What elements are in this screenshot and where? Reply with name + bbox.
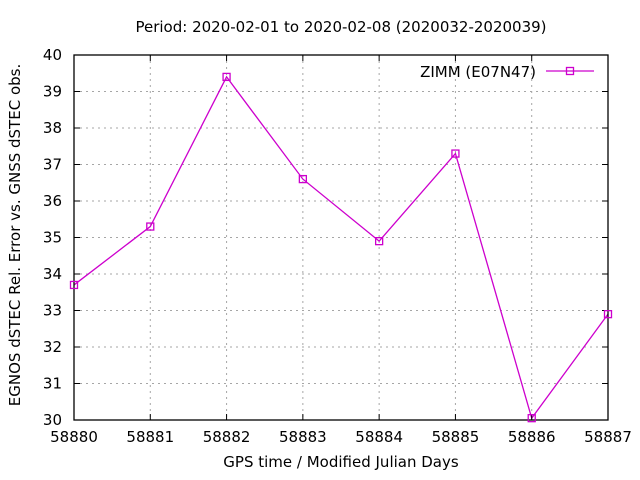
- x-tick-label: 58880: [50, 428, 98, 446]
- data-point-marker: [146, 222, 155, 231]
- y-tick-label: 33: [43, 302, 62, 320]
- data-point-marker: [527, 414, 536, 423]
- x-tick-label: 58882: [203, 428, 251, 446]
- y-tick-label: 32: [43, 338, 62, 356]
- data-line: [73, 75, 609, 420]
- grid-layer: [74, 55, 608, 420]
- y-tick-label: 31: [43, 375, 62, 393]
- data-point-marker: [298, 174, 308, 184]
- data-point-marker: [603, 309, 613, 319]
- y-tick-label: 36: [43, 192, 62, 210]
- data-point-marker: [374, 236, 384, 246]
- y-tick-label: 35: [43, 229, 62, 247]
- x-tick-label: 58885: [432, 428, 480, 446]
- data-point-marker: [69, 280, 79, 290]
- y-tick-label: 34: [43, 265, 62, 283]
- series-layer: [73, 75, 609, 420]
- x-tick-label: 58881: [126, 428, 174, 446]
- data-markers-layer: [69, 72, 613, 423]
- plot-border: [73, 54, 609, 421]
- x-tick-label: 58886: [508, 428, 556, 446]
- legend-label: ZIMM (E07N47): [420, 63, 536, 81]
- data-point-marker: [222, 72, 231, 82]
- y-tick-label: 39: [43, 83, 62, 101]
- y-tick-label: 40: [43, 46, 62, 64]
- x-axis-label: GPS time / Modified Julian Days: [223, 453, 459, 471]
- x-tick-label: 58884: [355, 428, 403, 446]
- legend-marker: [565, 66, 575, 76]
- y-axis-label: EGNOS dSTEC Rel. Error vs. GNSS dSTEC ob…: [6, 64, 24, 406]
- x-tick-label: 58883: [279, 428, 327, 446]
- axes-border-layer: [73, 54, 609, 421]
- y-tick-label: 30: [43, 411, 62, 429]
- tick-marks-layer: [73, 54, 609, 421]
- x-tick-label: 58887: [584, 428, 632, 446]
- y-tick-label: 38: [43, 119, 62, 137]
- y-tick-label: 37: [43, 156, 62, 174]
- chart-title: Period: 2020-02-01 to 2020-02-08 (202003…: [135, 18, 546, 36]
- data-point-marker: [451, 149, 460, 158]
- legend: ZIMM (E07N47): [420, 63, 594, 81]
- tick-labels-layer: 58880 58881 58882 58883 58884 58885 58886 58887…: [43, 46, 632, 446]
